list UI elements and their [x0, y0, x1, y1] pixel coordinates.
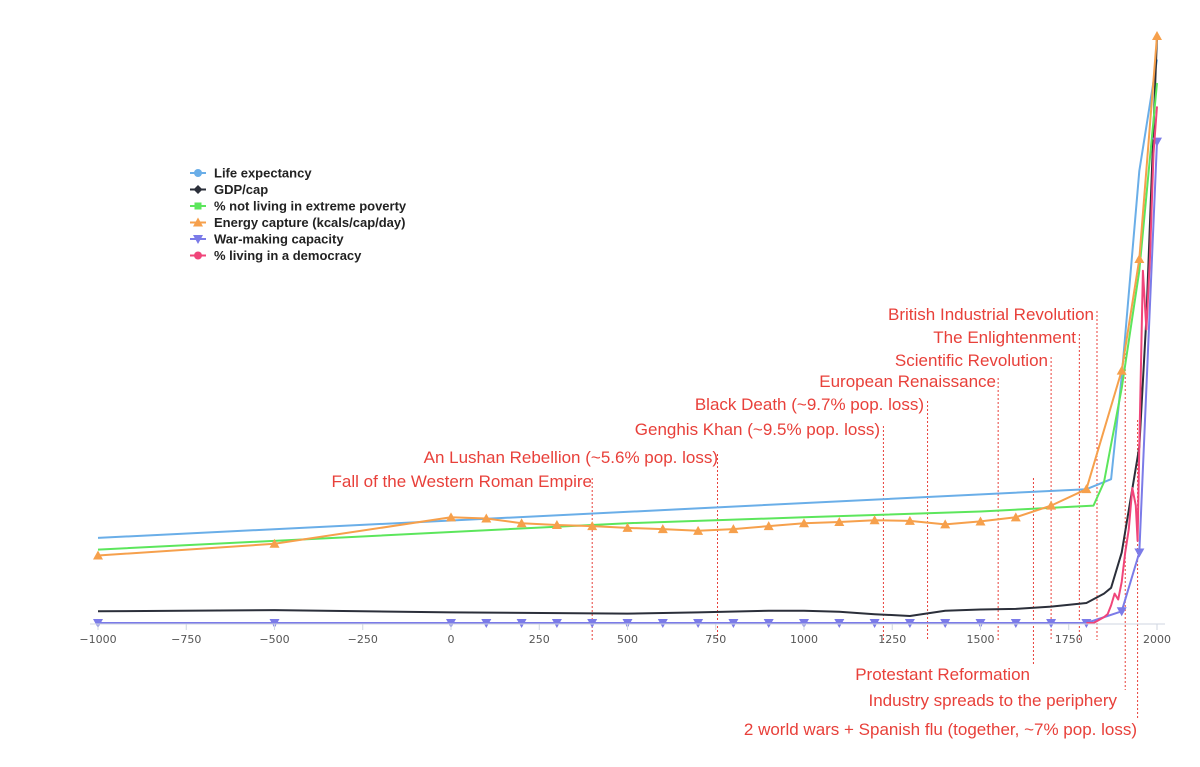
annotation-label-industry-spreads-to-the-periphery: Industry spreads to the periphery: [868, 691, 1117, 710]
annotation-label-fall-of-the-western-roman-empire: Fall of the Western Roman Empire: [332, 472, 592, 491]
legend-marker-not-living-in-extreme-poverty: [194, 202, 202, 210]
data-point-energy-capture-kcals-cap-day-0[interactable]: [446, 512, 456, 522]
annotation-label-protestant-reformation: Protestant Reformation: [855, 665, 1030, 684]
annotation-label-black-death-9-7-pop-loss: Black Death (~9.7% pop. loss): [695, 395, 924, 414]
x-tick-label--500: −500: [259, 633, 289, 646]
series-line-not-living-in-extreme-poverty: [97, 82, 1158, 551]
data-point-war-making-capacity-1950[interactable]: [1134, 548, 1145, 558]
data-point-energy-capture-kcals-cap-day-1700[interactable]: [1046, 500, 1057, 510]
legend-label: % not living in extreme poverty: [214, 199, 407, 214]
data-point-energy-capture-kcals-cap-day-1500[interactable]: [975, 516, 986, 526]
legend-label: Energy capture (kcals/cap/day): [214, 215, 405, 230]
data-point-energy-capture-kcals-cap-day-100[interactable]: [481, 513, 492, 523]
data-point-energy-capture-kcals-cap-day-300[interactable]: [551, 519, 562, 529]
series-living-in-a-democracy: [1086, 106, 1158, 624]
series-not-living-in-extreme-poverty: [97, 82, 1158, 551]
data-point-war-making-capacity-1900[interactable]: [1116, 607, 1127, 617]
series-line-gdp-cap: [97, 35, 1158, 617]
legend-item-war-making-capacity[interactable]: War-making capacity: [190, 232, 344, 247]
series-energy-capture-kcals-cap-day: [93, 31, 1162, 560]
data-point-energy-capture-kcals-cap-day-1800[interactable]: [1081, 484, 1092, 494]
data-point-energy-capture-kcals-cap-day-400[interactable]: [587, 521, 598, 531]
annotation-label-scientific-revolution: Scientific Revolution: [895, 351, 1048, 370]
data-point-energy-capture-kcals-cap-day-500[interactable]: [622, 522, 633, 532]
legend-label: War-making capacity: [214, 232, 344, 247]
series-gdp-cap: [97, 35, 1158, 617]
legend-marker-war-making-capacity: [193, 235, 203, 244]
x-tick-label-1250: 1250: [878, 633, 906, 646]
data-point-energy-capture-kcals-cap-day-1900[interactable]: [1116, 365, 1127, 375]
legend-marker-gdp-cap: [193, 185, 203, 194]
data-point-energy-capture-kcals-cap-day-600[interactable]: [657, 524, 668, 534]
x-axis: −1000 −750 −500 −250 0 250 500 750 1000 1250 1500 1…: [79, 623, 1171, 646]
legend-marker-energy-capture-kcals-cap-day: [193, 217, 203, 227]
data-point-energy-capture-kcals-cap-day-1200[interactable]: [869, 515, 880, 525]
data-point-energy-capture-kcals-cap-day-1950[interactable]: [1134, 254, 1145, 264]
data-point-energy-capture-kcals-cap-day-1300[interactable]: [904, 515, 915, 525]
series-life-expectancy: [97, 59, 1158, 539]
legend-item-life-expectancy[interactable]: Life expectancy: [190, 166, 312, 181]
series-line-energy-capture-kcals-cap-day: [97, 35, 1158, 557]
data-point-energy-capture-kcals-cap-day-1400[interactable]: [940, 519, 951, 529]
data-point-energy-capture-kcals-cap-day-1100[interactable]: [834, 517, 845, 527]
legend-marker-living-in-a-democracy: [194, 251, 202, 260]
data-point-energy-capture-kcals-cap-day--1000[interactable]: [93, 550, 103, 560]
legend-item-living-in-a-democracy[interactable]: % living in a democracy: [190, 248, 362, 263]
x-tick-label-1750: 1750: [1055, 633, 1083, 646]
x-tick-label--1000: −1000: [79, 633, 116, 646]
legend-item-energy-capture-kcals-cap-day[interactable]: Energy capture (kcals/cap/day): [190, 215, 405, 230]
legend-label: % living in a democracy: [214, 248, 362, 263]
annotation-label-british-industrial-revolution: British Industrial Revolution: [888, 305, 1094, 324]
x-tick-label--750: −750: [171, 633, 201, 646]
annotation-label-an-lushan-rebellion-5-6-pop-loss: An Lushan Rebellion (~5.6% pop. loss): [424, 448, 718, 467]
data-point-energy-capture-kcals-cap-day-2000[interactable]: [1152, 31, 1162, 40]
data-point-energy-capture-kcals-cap-day-200[interactable]: [516, 518, 527, 528]
annotation-label-2-world-wars-spanish-flu-together-7-pop-loss: 2 world wars + Spanish flu (together, ~7…: [744, 720, 1137, 739]
x-tick-label-2000: 2000: [1143, 633, 1171, 646]
x-tick-label-500: 500: [617, 633, 638, 646]
x-tick-label--250: −250: [348, 633, 378, 646]
legend-marker-life-expectancy: [194, 169, 202, 177]
annotation-label-the-enlightenment: The Enlightenment: [933, 328, 1076, 347]
x-tick-label-1000: 1000: [790, 633, 818, 646]
x-tick-label-250: 250: [529, 633, 550, 646]
legend-label: Life expectancy: [214, 166, 312, 181]
data-point-energy-capture-kcals-cap-day-900[interactable]: [763, 521, 774, 531]
legend-item-not-living-in-extreme-poverty[interactable]: % not living in extreme poverty: [190, 199, 407, 214]
series-line-life-expectancy: [97, 59, 1158, 539]
data-point-energy-capture-kcals-cap-day-700[interactable]: [693, 525, 704, 535]
x-tick-label-1500: 1500: [967, 633, 995, 646]
data-point-energy-capture-kcals-cap-day-1000[interactable]: [799, 518, 809, 528]
x-tick-label-0: 0: [448, 633, 455, 646]
annotation-label-genghis-khan-9-5-pop-loss: Genghis Khan (~9.5% pop. loss): [635, 420, 880, 439]
data-point-energy-capture-kcals-cap-day--500[interactable]: [269, 538, 280, 548]
event-labels: Fall of the Western Roman Empire An Lusha…: [332, 305, 1137, 739]
annotation-label-european-renaissance: European Renaissance: [819, 372, 996, 391]
data-point-energy-capture-kcals-cap-day-1600[interactable]: [1010, 512, 1021, 522]
series-line-war-making-capacity: [98, 141, 1158, 624]
data-point-energy-capture-kcals-cap-day-800[interactable]: [728, 524, 739, 534]
legend-item-gdp-cap[interactable]: GDP/cap: [190, 182, 268, 197]
x-tick-label-750: 750: [705, 633, 726, 646]
series-layer: [93, 31, 1162, 628]
legend-label: GDP/cap: [214, 182, 268, 197]
series-line-living-in-a-democracy: [1086, 106, 1158, 624]
annotation-layer: [591, 311, 1139, 720]
